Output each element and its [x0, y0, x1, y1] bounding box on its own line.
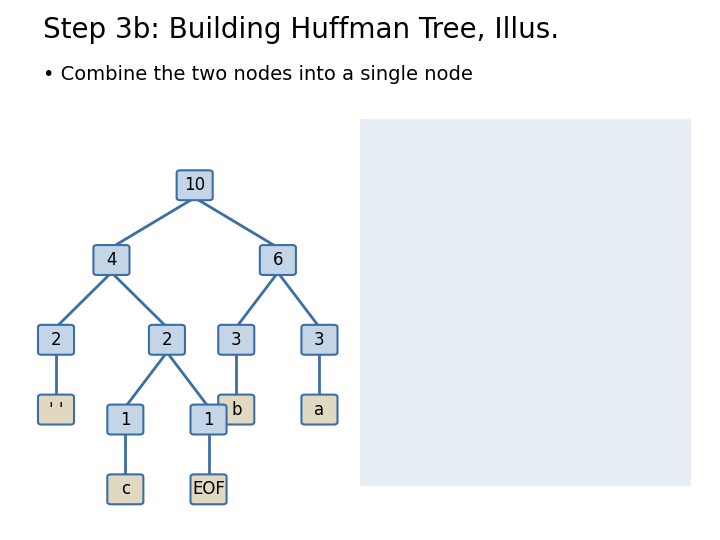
Text: • Combine the two nodes into a single node: • Combine the two nodes into a single no…: [43, 65, 473, 84]
Text: Step 3b: Building Huffman Tree, Illus.: Step 3b: Building Huffman Tree, Illus.: [43, 16, 559, 44]
Text: 10: 10: [184, 176, 205, 194]
FancyBboxPatch shape: [107, 474, 143, 504]
FancyBboxPatch shape: [218, 395, 254, 424]
Text: c: c: [121, 480, 130, 498]
Text: 6: 6: [273, 251, 283, 269]
Text: b: b: [231, 401, 241, 418]
Text: 3: 3: [314, 331, 325, 349]
Text: 2: 2: [50, 331, 61, 349]
FancyBboxPatch shape: [302, 395, 338, 424]
Text: a: a: [315, 401, 325, 418]
FancyBboxPatch shape: [218, 325, 254, 355]
Text: EOF: EOF: [192, 480, 225, 498]
FancyBboxPatch shape: [337, 93, 714, 512]
FancyBboxPatch shape: [94, 245, 130, 275]
Text: 3: 3: [231, 331, 242, 349]
Text: ' ': ' ': [49, 401, 63, 418]
FancyBboxPatch shape: [191, 404, 227, 435]
FancyBboxPatch shape: [107, 404, 143, 435]
Text: 1: 1: [203, 410, 214, 429]
FancyBboxPatch shape: [260, 245, 296, 275]
FancyBboxPatch shape: [38, 395, 74, 424]
FancyBboxPatch shape: [302, 325, 338, 355]
Text: 4: 4: [107, 251, 117, 269]
Text: 1: 1: [120, 410, 130, 429]
Text: 2: 2: [161, 331, 172, 349]
FancyBboxPatch shape: [149, 325, 185, 355]
FancyBboxPatch shape: [38, 325, 74, 355]
FancyBboxPatch shape: [176, 170, 212, 200]
FancyBboxPatch shape: [191, 474, 227, 504]
